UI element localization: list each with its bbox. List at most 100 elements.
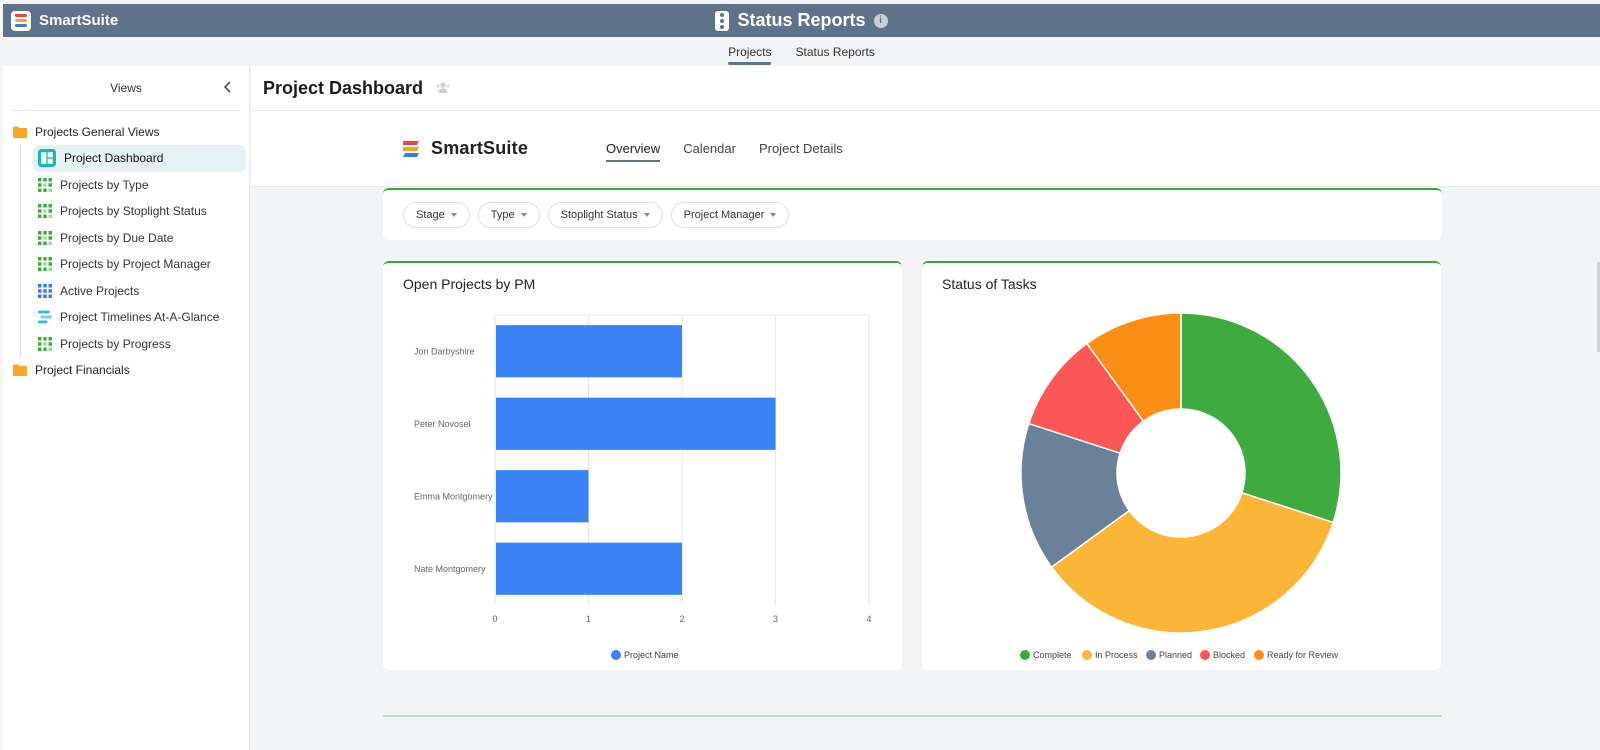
tab-calendar[interactable]: Calendar <box>683 141 736 156</box>
info-icon[interactable]: i <box>873 13 888 28</box>
caret-down-icon <box>643 213 650 217</box>
brand-name: SmartSuite <box>39 12 119 29</box>
legend-swatch <box>1146 650 1156 660</box>
app-title: Status Reports <box>737 10 866 30</box>
grid-view-blue-icon <box>38 283 52 298</box>
filter-bar: Stage Type Stoplight Status Project Mana… <box>383 188 1442 240</box>
grid-view-icon <box>38 336 52 351</box>
filter-label: Stage <box>416 209 445 221</box>
y-category-label: Emma Montgomery <box>414 491 493 501</box>
grid-view-icon <box>38 177 52 192</box>
timeline-icon <box>38 310 52 324</box>
filter-stage[interactable]: Stage <box>403 202 470 228</box>
caret-down-icon <box>770 213 777 217</box>
legend-swatch <box>1200 650 1210 660</box>
sidebar-item-label: Projects by Due Date <box>60 230 174 245</box>
folder-label: Project Financials <box>35 363 130 377</box>
legend-label: Planned <box>1159 650 1192 660</box>
folder-projects-general-views[interactable]: Projects General Views <box>3 119 249 145</box>
donut-chart-title: Status of Tasks <box>942 276 1037 292</box>
sidebar-item-project-dashboard[interactable]: Project Dashboard <box>33 145 246 172</box>
donut-slice <box>1020 422 1131 569</box>
sidebar-item-projects-by-project-manager[interactable]: Projects by Project Manager <box>33 251 246 278</box>
top-bar: SmartSuite Status Reports i <box>3 4 1600 37</box>
sidebar-item-label: Projects by Project Manager <box>60 257 211 272</box>
filter-label: Project Manager <box>683 209 765 221</box>
open-projects-chart-card: 0 1 2 3 4 Jon Darbyshire Peter Novosel Emma Mon… <box>383 261 902 670</box>
users-icon[interactable] <box>435 81 451 95</box>
bar <box>496 542 682 595</box>
caret-down-icon <box>520 213 527 217</box>
views-sidebar: Views Projects General Views Project Das… <box>3 66 250 750</box>
donut-chart: Complete In Process Planned Blocked Ready fo… <box>1020 312 1342 660</box>
filter-stoplight-status[interactable]: Stoplight Status <box>547 202 663 228</box>
smartsuite-logo-icon <box>403 140 419 157</box>
x-tick-label: 3 <box>773 614 778 624</box>
legend-label: Ready for Review <box>1267 650 1339 660</box>
legend-label: Project Name <box>624 650 679 660</box>
bar <box>496 470 589 523</box>
legend-label: In Process <box>1095 650 1138 660</box>
x-tick-label: 2 <box>679 614 684 624</box>
main-area: Project Dashboard SmartSuite Overview Ca… <box>251 66 1600 750</box>
folder-icon <box>13 364 27 376</box>
filter-label: Type <box>490 209 515 221</box>
chart-legend: Project Name <box>611 650 679 660</box>
bar-chart-title: Open Projects by PM <box>403 276 536 292</box>
sidebar-item-active-projects[interactable]: Active Projects <box>33 278 246 305</box>
sidebar-item-label: Projects by Type <box>60 177 149 192</box>
sidebar-item-projects-by-type[interactable]: Projects by Type <box>33 172 246 199</box>
sidebar-item-label: Project Timelines At-A-Glance <box>60 310 220 325</box>
grid-view-icon <box>38 257 52 272</box>
smartsuite-logo-icon <box>11 10 31 31</box>
sidebar-item-label: Projects by Progress <box>60 336 171 351</box>
sidebar-item-projects-by-progress[interactable]: Projects by Progress <box>33 331 246 358</box>
sidebar-item-label: Project Dashboard <box>64 151 164 166</box>
x-tick-label: 4 <box>866 614 871 624</box>
filter-type[interactable]: Type <box>477 202 540 228</box>
dashboard-logo: SmartSuite <box>401 138 528 159</box>
app-title-wrap: Status Reports i <box>3 4 1600 37</box>
bar <box>496 397 776 450</box>
page-title: Project Dashboard <box>263 77 424 98</box>
bar-chart: 0 1 2 3 4 Jon Darbyshire Peter Novosel Emma Mon… <box>414 314 872 660</box>
y-category-label: Nate Montgomery <box>414 564 486 574</box>
tab-projects[interactable]: Projects <box>716 37 783 66</box>
dashboard-header: SmartSuite Overview Calendar Project Det… <box>251 111 1600 187</box>
x-tick-label: 1 <box>586 614 591 624</box>
legend-swatch <box>611 650 621 660</box>
legend-swatch <box>1020 650 1030 660</box>
sidebar-item-projects-by-due-date[interactable]: Projects by Due Date <box>33 225 246 252</box>
page-header: Project Dashboard <box>251 66 1600 111</box>
folder-icon <box>13 126 27 138</box>
legend-swatch <box>1082 650 1092 660</box>
legend-swatch <box>1254 650 1264 660</box>
caret-down-icon <box>450 213 457 217</box>
y-category-label: Peter Novosel <box>414 419 471 429</box>
legend-label: Blocked <box>1213 650 1245 660</box>
tab-overview[interactable]: Overview <box>606 141 661 162</box>
status-of-tasks-chart-card: Complete In Process Planned Blocked Ready fo… <box>922 261 1441 670</box>
collapse-chevron-left-icon[interactable] <box>221 80 235 94</box>
sidebar-item-label: Active Projects <box>60 283 140 298</box>
sidebar-item-projects-by-stoplight-status[interactable]: Projects by Stoplight Status <box>33 198 246 225</box>
tab-status-reports[interactable]: Status Reports <box>795 45 875 59</box>
solution-tabs: Projects Status Reports <box>3 37 1600 66</box>
sidebar-item-label: Projects by Stoplight Status <box>60 204 207 219</box>
donut-slice <box>1180 312 1342 524</box>
legend-label: Complete <box>1033 650 1072 660</box>
folder-label: Projects General Views <box>35 125 160 139</box>
brand[interactable]: SmartSuite <box>11 10 119 31</box>
folder-project-financials[interactable]: Project Financials <box>3 357 249 383</box>
view-list: Project Dashboard Projects by Type Proje… <box>20 145 249 357</box>
sidebar-title: Views <box>110 81 142 95</box>
scrollbar[interactable] <box>1597 262 1600 352</box>
grid-view-icon <box>38 230 52 245</box>
filter-project-manager[interactable]: Project Manager <box>670 202 790 228</box>
sidebar-item-project-timelines[interactable]: Project Timelines At-A-Glance <box>33 304 246 331</box>
tab-project-details[interactable]: Project Details <box>758 141 843 156</box>
filter-label: Stoplight Status <box>560 209 638 221</box>
next-section-divider <box>383 715 1442 717</box>
donut-slice <box>1085 312 1182 423</box>
bar <box>496 325 682 378</box>
